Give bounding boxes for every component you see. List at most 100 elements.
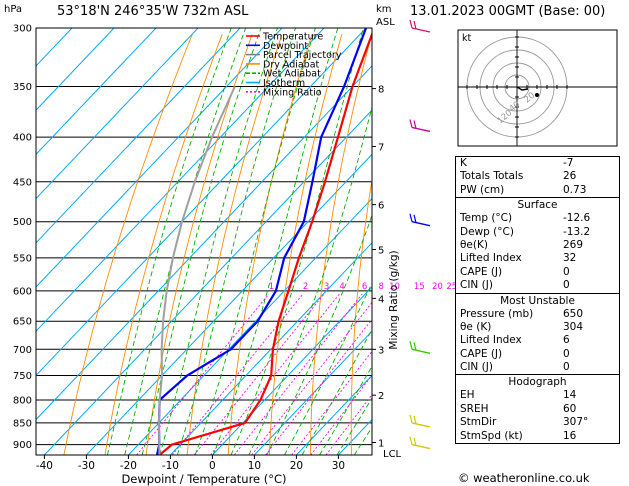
isotherm-line [36, 28, 283, 288]
wind-barb-shaft [411, 126, 431, 133]
most-unstable-row: CAPE (J) 0 [456, 348, 619, 361]
mixing-ratio-line [265, 318, 372, 455]
km-tick-label: 8 [378, 85, 384, 96]
pressure-tick-label: 450 [13, 177, 32, 188]
pressure-tick-label: 600 [13, 286, 32, 297]
parameters-table: K -7 Totals Totals 26 PW (cm) 0.73 Surface Te… [455, 156, 620, 445]
legend-label: Mixing Ratio [263, 87, 322, 98]
mixing-ratio-label: 15 [414, 282, 425, 292]
hodograph-params-title: Hodograph [508, 376, 567, 389]
wet-adiabat-line [141, 28, 262, 455]
most-unstable-row: θe (K) 304 [456, 321, 619, 334]
wind-barb [409, 119, 431, 133]
asl-unit-label: ASL [376, 17, 395, 28]
surface-value: -12.6 [563, 212, 591, 225]
dry-adiabat-line [350, 177, 372, 455]
hodograph-param-value: 60 [563, 402, 577, 415]
mixing-ratio-label: 2 [303, 282, 308, 292]
most-unstable-label: CAPE (J) [460, 347, 503, 360]
dry-adiabat-line [309, 34, 372, 455]
hodograph-param-row: SREH 60 [456, 403, 619, 416]
km-tick-label: 6 [378, 201, 384, 212]
pressure-tick-label: 700 [13, 345, 32, 356]
temperature-tick-label: 10 [248, 460, 261, 472]
surface-label: Lifted Index [460, 252, 522, 265]
hodograph-param-label: SREH [460, 402, 489, 415]
wet-adiabat-line [284, 281, 372, 455]
wet-adiabat-line [124, 28, 247, 455]
km-tick-label: 1 [378, 438, 384, 449]
pressure-tick-label: 300 [13, 24, 32, 35]
km-tick-label: 7 [378, 142, 384, 153]
surface-row: θe(K) 269 [456, 239, 619, 252]
wind-barb-flag [413, 342, 417, 351]
index-row: K -7 [456, 157, 619, 170]
temperature-tick-label: 20 [290, 460, 303, 472]
index-row: Totals Totals 26 [456, 170, 619, 183]
surface-label: θe(K) [460, 238, 488, 251]
wind-barb [409, 213, 431, 227]
wind-barb-flag [413, 214, 417, 223]
wind-barb-flag [413, 20, 417, 30]
pressure-tick-label: 850 [13, 418, 32, 429]
hodograph-param-row: EH 14 [456, 389, 619, 402]
hodograph-param-label: StmSpd (kt) [460, 429, 523, 442]
mixing-ratio-line [233, 293, 363, 455]
dry-adiabat-line [268, 34, 343, 455]
hodograph-trace [516, 86, 529, 91]
legend-label: Parcel Trajectory [263, 50, 342, 61]
km-unit-label: km [376, 4, 392, 15]
temperature-tick-label: 30 [332, 460, 345, 472]
km-tick-label: 3 [378, 345, 384, 356]
pressure-tick-label: 800 [13, 395, 32, 406]
index-value: 26 [563, 170, 577, 183]
mixing-ratio-line [171, 293, 304, 455]
wind-barb-shaft [411, 221, 431, 227]
surface-value: 32 [563, 252, 577, 265]
mixing-ratio-label: 1 [269, 282, 274, 292]
hodograph-unit-label: kt [462, 33, 472, 44]
wind-barb-flag [409, 19, 413, 29]
series-line-2 [157, 86, 236, 455]
isotherm-line [212, 286, 372, 455]
datetime-header: 13.01.2023 00GMT (Base: 00) [410, 4, 606, 19]
wet-adiabat-line [266, 214, 372, 455]
surface-title: Surface [517, 199, 558, 212]
legend-label: Dry Adiabat [263, 59, 320, 70]
pressure-tick-label: 400 [13, 133, 32, 144]
mixing-ratio-line [291, 350, 372, 455]
mixing-ratio-label: 10 [389, 282, 400, 292]
surface-row: Dewp (°C) -13.2 [456, 226, 619, 239]
pressure-tick-label: 750 [13, 371, 32, 382]
surface-label: CIN (J) [460, 279, 493, 292]
wind-barb-flag [413, 437, 417, 446]
surface-row: CAPE (J) 0 [456, 266, 619, 279]
wind-barb-flag [409, 213, 413, 222]
wind-barb-shaft [411, 348, 431, 354]
wet-adiabat-line [319, 365, 372, 455]
indices-section: K -7 Totals Totals 26 PW (cm) 0.73 [456, 157, 619, 197]
isotherm-line [36, 28, 199, 200]
most-unstable-value: 304 [563, 320, 584, 333]
wind-barb-flag [413, 120, 417, 129]
hodograph-param-value: 14 [563, 389, 577, 402]
most-unstable-section: Most Unstable Pressure (mb) 650 θe (K) 304 L… [456, 292, 619, 375]
wind-barb-flag [409, 119, 413, 128]
plot-border [35, 27, 373, 456]
most-unstable-value: 0 [563, 347, 570, 360]
wind-barb-shaft [411, 422, 431, 428]
surface-row: Temp (°C) -12.6 [456, 212, 619, 225]
isotherm-line [36, 28, 115, 111]
surface-label: CAPE (J) [460, 265, 503, 278]
isotherm-line [86, 153, 372, 455]
surface-section: Surface Temp (°C) -12.6 Dewp (°C) -13.2 θe(K… [456, 197, 619, 292]
hodograph-param-value: 16 [563, 429, 577, 442]
pressure-tick-label: 350 [13, 82, 32, 93]
wind-barb-shaft [411, 443, 431, 450]
wind-barb-flag [409, 341, 413, 350]
surface-value: 0 [563, 265, 570, 278]
surface-value: 0 [563, 279, 570, 292]
most-unstable-value: 650 [563, 307, 584, 320]
